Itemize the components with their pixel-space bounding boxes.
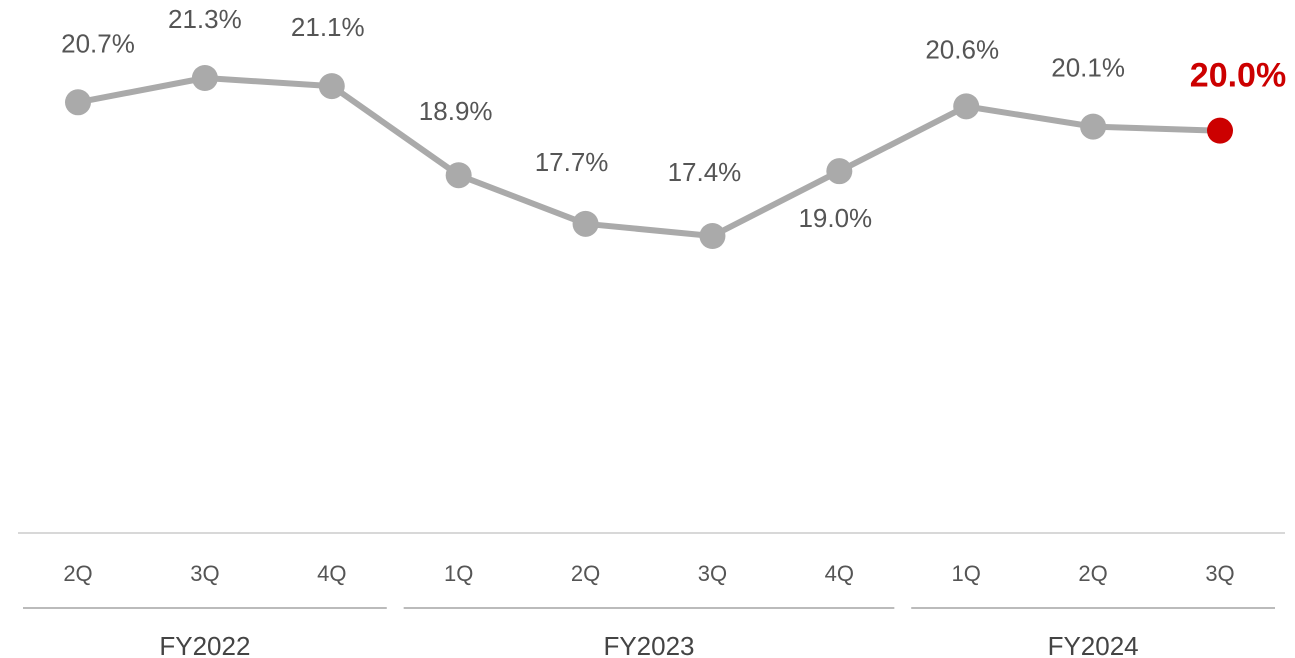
data-point — [826, 158, 853, 185]
x-tick-label: 3Q — [698, 561, 727, 586]
x-tick-label: 2Q — [63, 561, 92, 586]
x-tick-label: 4Q — [825, 561, 854, 586]
x-tick-label: 3Q — [1205, 561, 1234, 586]
data-label: 17.7% — [535, 147, 609, 177]
data-label: 21.3% — [168, 4, 242, 34]
series-line — [75, 75, 1223, 239]
x-tick-label: 2Q — [571, 561, 600, 586]
fiscal-year-label: FY2024 — [1048, 631, 1139, 658]
data-label-highlight: 20.0% — [1190, 57, 1286, 95]
data-point — [699, 223, 726, 249]
data-point — [445, 162, 472, 189]
quarter-tick-labels-group: 2Q 3Q 4Q 1Q 2Q 3Q 4Q 1Q 2Q 3Q — [63, 561, 1234, 586]
data-point — [953, 93, 980, 120]
x-tick-label: 1Q — [444, 561, 473, 586]
data-point — [1080, 113, 1107, 140]
data-label: 17.4% — [668, 157, 742, 187]
fiscal-year-labels-group: FY2022 FY2023 FY2024 — [159, 631, 1138, 658]
x-tick-label: 3Q — [190, 561, 219, 586]
data-points-group — [65, 65, 1233, 249]
data-label: 18.9% — [419, 96, 493, 126]
data-point — [318, 73, 345, 100]
x-tick-label: 1Q — [952, 561, 981, 586]
data-label: 20.7% — [61, 28, 135, 58]
data-point — [65, 89, 91, 116]
x-tick-label: 2Q — [1078, 561, 1107, 586]
data-point — [572, 210, 599, 237]
data-point — [191, 65, 218, 91]
data-point-highlight — [1207, 117, 1233, 144]
data-labels-group: 20.7% 21.3% 21.1% 18.9% 17.7% 17.4% 19.0% 20.6%… — [61, 4, 1286, 233]
data-label: 20.6% — [925, 34, 999, 64]
fiscal-year-label: FY2023 — [603, 631, 694, 658]
fiscal-year-label: FY2022 — [159, 631, 250, 658]
x-tick-label: 4Q — [317, 561, 346, 586]
data-label: 19.0% — [798, 203, 872, 233]
series-line-group — [75, 75, 1223, 239]
data-label: 20.1% — [1051, 53, 1125, 83]
data-label: 21.1% — [291, 12, 365, 42]
